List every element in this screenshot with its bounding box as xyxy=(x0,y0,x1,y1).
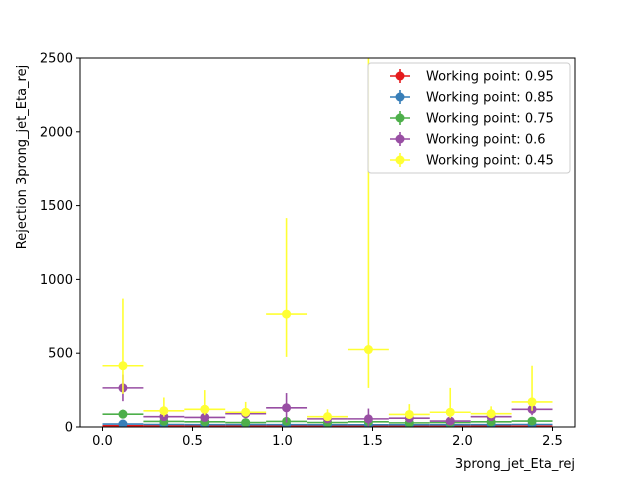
legend-entry: Working point: 0.75 xyxy=(390,111,554,127)
series-group xyxy=(102,58,553,427)
y-tick-label: 1000 xyxy=(40,273,73,288)
data-point xyxy=(445,407,455,417)
data-point xyxy=(241,407,251,417)
x-axis-label: 3prong_jet_Eta_rej xyxy=(455,457,575,472)
data-point xyxy=(241,418,251,427)
legend-box xyxy=(367,62,571,174)
x-tick-label: 2.0 xyxy=(452,434,473,449)
x-tick-label: 1.0 xyxy=(272,434,293,449)
legend-entry: Working point: 0.85 xyxy=(390,90,554,106)
x-tick-label: 0.5 xyxy=(182,434,203,449)
legend-marker-dot xyxy=(395,92,405,102)
data-point xyxy=(323,412,332,422)
data-point xyxy=(118,409,128,419)
legend-entry: Working point: 0.45 xyxy=(390,153,554,169)
data-point xyxy=(200,404,210,414)
data-point xyxy=(118,361,128,371)
plot-frame xyxy=(79,57,576,428)
data-point xyxy=(486,409,496,419)
legend-entry: Working point: 0.6 xyxy=(390,132,546,148)
x-tick-label: 2.5 xyxy=(542,434,563,449)
data-point xyxy=(404,409,414,419)
data-point xyxy=(527,416,537,426)
data-point xyxy=(118,419,128,427)
y-tick-label: 2500 xyxy=(40,52,73,67)
legend-label: Working point: 0.85 xyxy=(426,91,554,106)
y-tick-label: 500 xyxy=(48,347,73,362)
data-point xyxy=(527,397,537,407)
data-point xyxy=(363,345,373,355)
data-point xyxy=(159,406,169,416)
legend-label: Working point: 0.6 xyxy=(426,133,546,148)
y-tick-label: 0 xyxy=(65,421,73,436)
legend-label: Working point: 0.95 xyxy=(426,70,554,85)
data-point xyxy=(363,414,373,424)
data-point xyxy=(282,403,292,413)
data-point xyxy=(445,416,455,426)
axes: 0.0 0.5 1.0 1.5 2.0 2.5 0 500 1000 1500 2000 2500 xyxy=(40,52,576,449)
data-point xyxy=(200,412,210,422)
y-tick-label: 2000 xyxy=(40,125,73,140)
legend-marker-dot xyxy=(395,155,405,165)
x-tick-label: 1.5 xyxy=(362,434,383,449)
plot-area xyxy=(102,58,553,427)
legend: Working point: 0.95 Working point: 0.85 Wo… xyxy=(367,62,571,174)
y-axis-label: Rejection 3prong_jet_Eta_rej xyxy=(15,65,30,249)
legend-entry: Working point: 0.95 xyxy=(390,69,554,85)
legend-label: Working point: 0.75 xyxy=(426,112,554,127)
y-tick-label: 1500 xyxy=(40,199,73,214)
legend-marker-dot xyxy=(395,71,405,81)
legend-label: Working point: 0.45 xyxy=(426,154,554,169)
legend-marker-dot xyxy=(395,134,405,144)
data-point xyxy=(282,309,292,319)
x-tick-label: 0.0 xyxy=(92,434,113,449)
legend-marker-dot xyxy=(395,113,405,123)
